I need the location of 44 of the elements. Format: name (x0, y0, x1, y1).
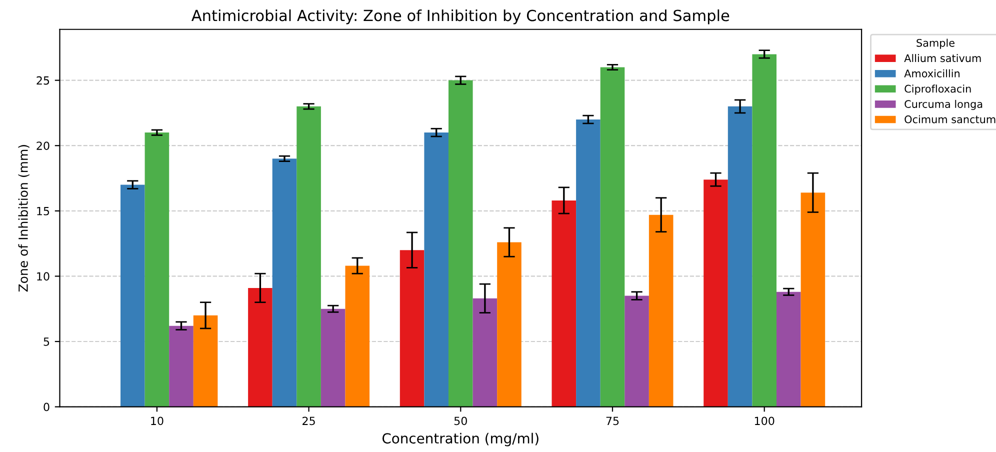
x-axis-title: Concentration (mg/ml) (382, 432, 538, 446)
y-axis-title: Zone of Inhibition (mm) (18, 145, 30, 292)
x-tick-label: 75 (606, 416, 619, 426)
bar (728, 106, 752, 407)
legend-label: Curcuma longa (904, 100, 982, 110)
bar (345, 266, 370, 407)
x-tick-label: 10 (151, 416, 164, 426)
legend-label: Ciprofloxacin (904, 84, 971, 95)
bar (424, 132, 448, 407)
bar (296, 106, 321, 407)
bar (169, 326, 194, 407)
y-tick-label: 20 (36, 142, 50, 150)
legend-label: Ocimum sanctum (904, 115, 996, 124)
bar (144, 132, 170, 407)
x-tick-label: 100 (754, 416, 774, 426)
bar (193, 315, 218, 407)
x-tick-label: 25 (302, 416, 315, 426)
legend-label: Allium sativum (904, 54, 981, 62)
bar (704, 180, 728, 407)
bar (648, 214, 674, 407)
bar (448, 80, 473, 407)
bar (120, 184, 145, 407)
y-tick-label: 0 (44, 402, 50, 412)
bar (320, 308, 346, 407)
legend-label: Amoxicillin (904, 69, 960, 78)
bar (752, 54, 777, 407)
y-tick-label: 5 (44, 338, 50, 346)
bar (400, 250, 424, 407)
bar (624, 296, 649, 407)
bar (800, 192, 826, 407)
bar (776, 292, 801, 407)
chart-title: Antimicrobial Activity: Zone of Inhibition by Concentration and Sample (191, 9, 730, 24)
legend-title: Sample (916, 38, 954, 49)
bar (497, 242, 522, 407)
y-tick-label: 10 (37, 272, 50, 281)
bar (600, 67, 625, 407)
bar (272, 158, 297, 407)
bar (576, 119, 600, 407)
y-tick-label: 25 (36, 76, 50, 85)
y-tick-label: 15 (37, 207, 50, 216)
x-tick-label: 50 (454, 416, 467, 426)
bar (552, 200, 576, 407)
bar (472, 298, 498, 407)
bar (248, 288, 272, 407)
